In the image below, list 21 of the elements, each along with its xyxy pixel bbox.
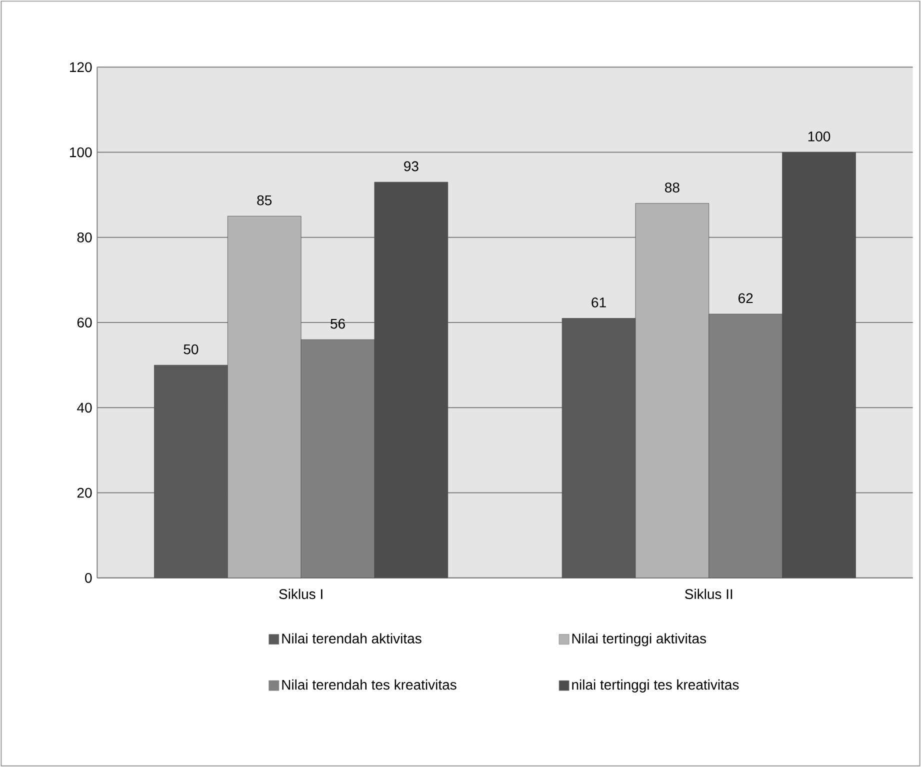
y-tick-label: 0 <box>85 572 92 583</box>
y-tick-label: 80 <box>77 232 92 242</box>
legend-label: Nilai terendah aktivitas <box>282 633 422 644</box>
y-tick-label: 60 <box>77 318 92 328</box>
data-label: 93 <box>404 161 418 172</box>
y-tick-label: 120 <box>70 62 92 72</box>
y-tick-label: 20 <box>77 488 92 498</box>
legend-label: Nilai tertinggi aktivitas <box>572 633 706 646</box>
data-label: 85 <box>257 195 272 206</box>
x-tick-label: Siklus I <box>279 588 322 600</box>
data-label: 62 <box>738 293 753 304</box>
y-tick-label: 100 <box>70 147 92 158</box>
legend-label: nilai tertinggi tes kreativitas <box>572 679 739 692</box>
data-label: 56 <box>330 318 345 329</box>
data-label: 88 <box>665 182 680 192</box>
x-tick-label: Siklus II <box>685 588 732 600</box>
data-label: 100 <box>808 131 830 142</box>
legend-label: Nilai terendah tes kreativitas <box>282 679 456 690</box>
data-label: 50 <box>184 344 198 354</box>
data-label: 61 <box>592 297 606 308</box>
y-tick-label: 40 <box>77 402 92 413</box>
